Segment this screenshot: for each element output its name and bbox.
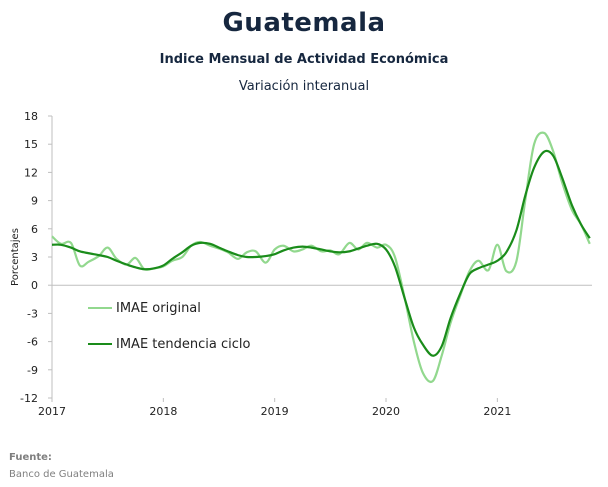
- y-tick-label: -9: [27, 364, 38, 377]
- x-tick-label: 2021: [483, 405, 511, 418]
- chart-subtitle-secondary: Variación interanual: [238, 79, 370, 94]
- y-tick-label: -6: [27, 336, 38, 349]
- legend-label-original: IMAE original: [116, 300, 201, 316]
- source-label: Fuente:: [9, 452, 52, 463]
- legend-item-original: IMAE original: [88, 299, 201, 317]
- chart-title: Guatemala: [222, 8, 386, 38]
- series-line-trend: [51, 149, 591, 357]
- source-text: Banco de Guatemala: [9, 469, 114, 480]
- y-tick-label: 9: [31, 195, 38, 208]
- y-tick-label: 18: [24, 110, 38, 123]
- y-tick-label: 15: [24, 138, 38, 151]
- chart-legend: IMAE original IMAE tendencia ciclo: [80, 289, 265, 369]
- x-tick-label: 2020: [372, 405, 400, 418]
- y-tick-label: 6: [31, 223, 38, 236]
- series-line-original: [51, 131, 591, 383]
- y-tick-label: 12: [24, 166, 38, 179]
- y-tick-label: 3: [31, 251, 38, 264]
- y-tick-label: -3: [27, 307, 38, 320]
- legend-swatch-original: [88, 307, 112, 309]
- x-tick-label: 2017: [38, 405, 66, 418]
- x-tick-label: 2019: [261, 405, 289, 418]
- chart-subtitle: Indice Mensual de Actividad Económica: [159, 52, 449, 67]
- series-layer: [51, 131, 591, 383]
- y-tick-label: 0: [31, 279, 38, 292]
- y-axis-label: Porcentajes: [10, 228, 21, 286]
- legend-item-trend: IMAE tendencia ciclo: [88, 335, 250, 353]
- y-tick-label: -12: [20, 392, 38, 405]
- legend-label-trend: IMAE tendencia ciclo: [116, 336, 251, 352]
- legend-swatch-trend: [88, 343, 112, 345]
- x-tick-label: 2018: [149, 405, 177, 418]
